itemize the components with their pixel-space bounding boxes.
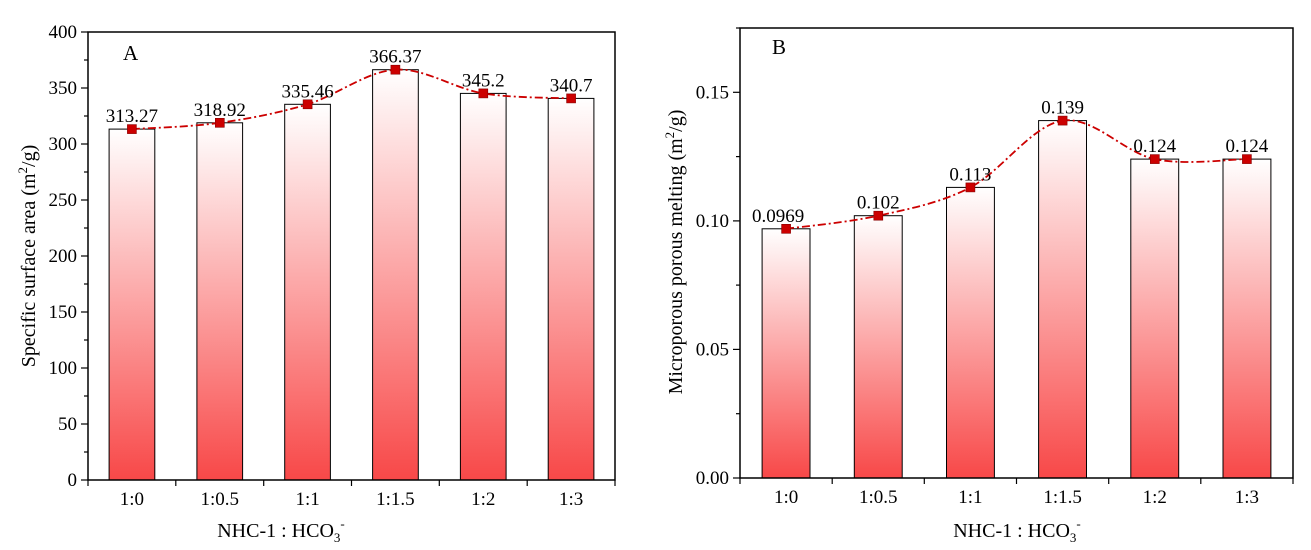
data-label-3: 0.113 — [949, 164, 991, 185]
y-tick-label: 100 — [49, 358, 78, 379]
x-axis-title-superscript: - — [340, 516, 344, 531]
x-tick-label: 1:1 — [958, 487, 982, 508]
data-label-group: 313.27 318.92 335.46 366.37 345.2 340.7 — [106, 47, 593, 127]
y-tick-label: 50 — [58, 414, 77, 435]
data-point-2 — [215, 118, 225, 128]
series-line-group — [781, 115, 1252, 234]
x-tick-label: 1:1 — [295, 489, 319, 510]
y-tick-label: 0.15 — [696, 82, 729, 103]
y-tick-label: 150 — [49, 302, 78, 323]
bar-6 — [547, 97, 595, 481]
data-point-6 — [1242, 154, 1252, 164]
panel-label: B — [772, 35, 786, 59]
y-axis-title-tail: /g) — [665, 110, 687, 132]
data-label-4: 366.37 — [369, 47, 421, 68]
data-label-1: 313.27 — [106, 106, 158, 127]
data-point-4 — [1057, 115, 1068, 126]
bar-3 — [946, 186, 995, 479]
data-label-6: 0.124 — [1226, 136, 1269, 157]
data-point-4 — [390, 64, 401, 75]
bar-4 — [1038, 120, 1087, 479]
x-axis-ticks: 1:0 1:0.5 1:1 1:1.5 1:2 1:3 — [87, 480, 616, 510]
x-axis-title-subscript: 3 — [1070, 530, 1077, 545]
y-tick-label: 350 — [49, 78, 78, 99]
chart-panel-a: 313.27 318.92 335.46 366.37 345.2 340.7 0 50 10… — [15, 22, 616, 545]
data-label-4: 0.139 — [1041, 98, 1084, 119]
y-tick-label: 400 — [49, 22, 78, 43]
bar-5 — [459, 92, 507, 481]
y-axis-title: Microporous porous melting (m2/g) — [662, 110, 687, 395]
series-line — [131, 68, 572, 130]
series-line-group — [127, 64, 576, 134]
plot-frame — [87, 31, 616, 481]
x-axis-title: NHC-1 : HCO3- — [217, 516, 345, 545]
bar-group — [761, 120, 1272, 479]
y-axis-title-superscript: 2 — [662, 132, 677, 139]
data-label-2: 0.102 — [857, 193, 900, 214]
y-axis-title-main: Specific surface area (m — [18, 173, 40, 367]
y-tick-label: 250 — [49, 190, 78, 211]
data-point-2 — [873, 210, 884, 221]
y-tick-label: 0.10 — [696, 211, 729, 232]
x-tick-label: 1:0 — [120, 489, 144, 510]
data-point-5 — [478, 88, 489, 99]
x-axis-title-subscript: 3 — [334, 530, 341, 545]
data-label-1: 0.0969 — [752, 206, 804, 227]
data-label-6: 340.7 — [550, 75, 593, 96]
bar-1 — [108, 128, 156, 481]
y-tick-label: 0.00 — [696, 468, 729, 489]
series-line — [785, 119, 1247, 230]
data-point-3 — [302, 99, 313, 110]
y-axis-ticks: 0 50 100 150 200 250 300 350 400 — [49, 22, 88, 491]
bar-3 — [284, 103, 331, 481]
data-label-3: 335.46 — [281, 81, 333, 102]
data-point-5 — [1150, 154, 1160, 164]
x-tick-label: 1:1.5 — [376, 489, 415, 510]
y-axis-title-tail: /g) — [18, 145, 40, 167]
x-tick-label: 1:1.5 — [1043, 487, 1082, 508]
x-tick-label: 1:2 — [1143, 487, 1167, 508]
data-label-group: 0.0969 0.102 0.113 0.139 0.124 0.124 — [752, 98, 1269, 227]
bar-4 — [372, 69, 419, 481]
x-axis-title-superscript: - — [1076, 516, 1080, 531]
y-axis-ticks: 0.00 0.05 0.10 0.15 — [696, 27, 740, 489]
x-axis-ticks: 1:0 1:0.5 1:1 1:1.5 1:2 1:3 — [739, 478, 1294, 508]
y-tick-label: 200 — [49, 246, 78, 267]
x-tick-label: 1:0.5 — [201, 489, 240, 510]
data-point-6 — [566, 93, 576, 104]
x-axis-title: NHC-1 : HCO3- — [953, 516, 1081, 545]
bar-5 — [1130, 158, 1180, 479]
bar-1 — [761, 228, 811, 479]
y-axis-title-main: Microporous porous melting (m — [665, 138, 687, 395]
data-label-2: 318.92 — [194, 100, 246, 121]
data-point-1 — [127, 124, 137, 134]
x-tick-label: 1:3 — [559, 489, 583, 510]
x-tick-label: 1:3 — [1235, 487, 1259, 508]
bar-6 — [1222, 158, 1272, 479]
data-label-5: 0.124 — [1133, 136, 1176, 157]
data-point-1 — [781, 224, 791, 234]
bar-2 — [196, 122, 244, 481]
plot-frame — [739, 27, 1294, 479]
x-axis-title-main: NHC-1 : HCO — [217, 520, 334, 542]
y-tick-label: 300 — [49, 134, 78, 155]
bar-2 — [853, 215, 903, 479]
y-axis-title-superscript: 2 — [15, 167, 30, 174]
x-tick-label: 1:0 — [774, 487, 798, 508]
panel-label: A — [123, 41, 139, 65]
y-tick-label: 0.05 — [696, 339, 729, 360]
bar-group — [108, 69, 595, 481]
x-axis-title-main: NHC-1 : HCO — [953, 520, 1070, 542]
y-axis-title: Specific surface area (m2/g) — [15, 145, 40, 368]
data-point-3 — [965, 182, 976, 193]
y-tick-label: 0 — [68, 470, 78, 491]
x-tick-label: 1:0.5 — [859, 487, 898, 508]
data-label-5: 345.2 — [462, 70, 505, 91]
x-tick-label: 1:2 — [471, 489, 495, 510]
